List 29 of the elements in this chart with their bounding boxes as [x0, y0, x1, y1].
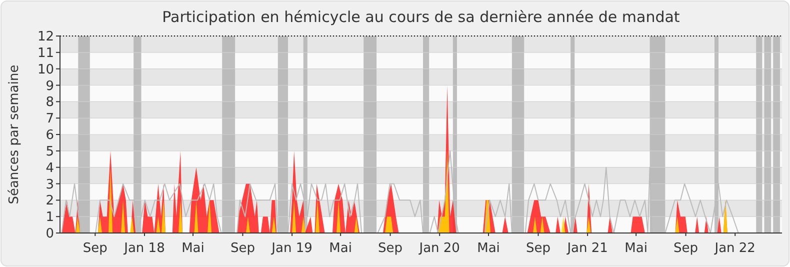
- x-tick-label: Jan 18: [123, 241, 165, 256]
- x-tick-label: Mai: [477, 241, 500, 256]
- y-tick-label: 0: [46, 226, 54, 242]
- y-tick-label: 12: [37, 30, 54, 45]
- chart-title: Participation en hémicycle au cours de sa dernière année de mandat: [162, 8, 680, 26]
- x-tick-label: Sep: [674, 241, 698, 256]
- y-tick-label: 2: [46, 194, 54, 209]
- y-axis-title: Séances par semaine: [7, 64, 22, 204]
- x-tick-label: Jan 19: [270, 241, 312, 256]
- x-tick-label: Sep: [82, 241, 108, 256]
- y-tick-label: 4: [46, 160, 54, 176]
- y-tick-label: 10: [37, 62, 54, 78]
- x-tick-label: Mai: [182, 241, 204, 256]
- x-tick-label: Jan 20: [418, 241, 460, 256]
- y-tick-label: 5: [46, 144, 54, 160]
- x-tick-label: Sep: [526, 241, 550, 256]
- y-tick-label: 6: [46, 128, 54, 144]
- y-tick-label: 11: [37, 46, 54, 61]
- x-tick-label: Jan 22: [714, 241, 756, 256]
- x-tick-label: Sep: [230, 241, 255, 256]
- x-tick-label: Mai: [624, 241, 648, 256]
- y-tick-label: 8: [46, 95, 54, 110]
- x-tick-label: Sep: [378, 241, 403, 256]
- y-tick-label: 9: [46, 78, 54, 94]
- x-tick-label: Mai: [329, 241, 352, 256]
- y-tick-label: 7: [46, 112, 54, 127]
- y-tick-label: 3: [46, 177, 54, 192]
- y-tick-label: 1: [46, 210, 54, 226]
- x-tick-label: Jan 21: [566, 241, 608, 256]
